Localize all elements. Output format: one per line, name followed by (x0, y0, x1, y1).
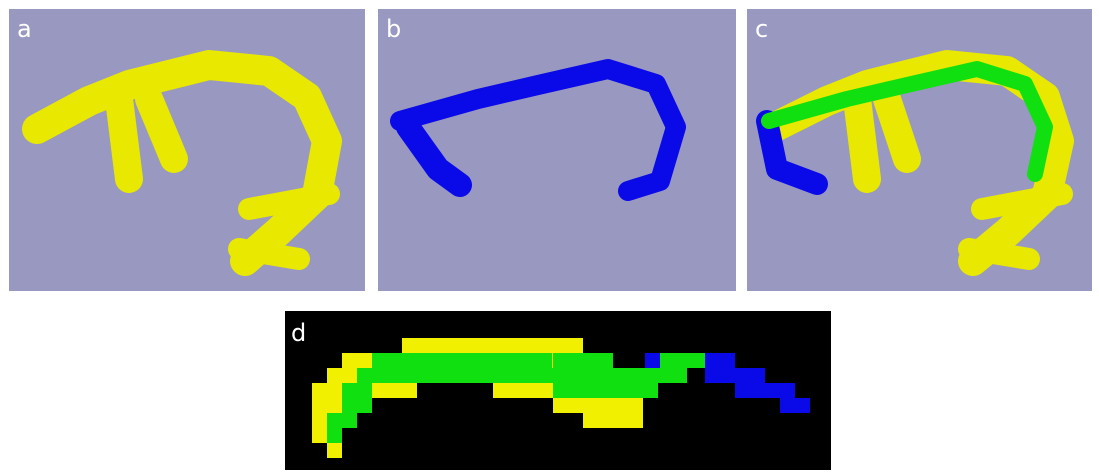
panel-c: c (747, 9, 1092, 291)
panel-label: a (17, 15, 32, 43)
panel-b: b (378, 9, 736, 291)
panel-a: a (9, 9, 365, 291)
panel-label: c (755, 15, 768, 43)
panel-label: b (386, 15, 401, 43)
panel-d: d (285, 311, 831, 470)
figure: a b c (0, 0, 1099, 473)
panel-label: d (291, 319, 306, 347)
